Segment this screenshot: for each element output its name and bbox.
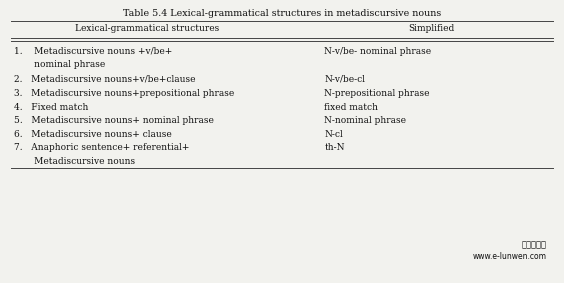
Text: fixed match: fixed match xyxy=(324,103,378,112)
Text: 2.   Metadiscursive nouns+v/be+clause: 2. Metadiscursive nouns+v/be+clause xyxy=(14,75,196,84)
Text: nominal phrase: nominal phrase xyxy=(14,60,105,69)
Text: th-N: th-N xyxy=(324,143,345,152)
Text: 1.    Metadiscursive nouns +v/be+: 1. Metadiscursive nouns +v/be+ xyxy=(14,47,173,56)
Text: N-cl: N-cl xyxy=(324,130,343,139)
Text: Table 5.4 Lexical-grammatical structures in metadiscursive nouns: Table 5.4 Lexical-grammatical structures… xyxy=(123,9,441,18)
Text: N-v/be-cl: N-v/be-cl xyxy=(324,75,365,84)
Text: 6.   Metadiscursive nouns+ clause: 6. Metadiscursive nouns+ clause xyxy=(14,130,172,139)
Text: 3.   Metadiscursive nouns+prepositional phrase: 3. Metadiscursive nouns+prepositional ph… xyxy=(14,89,235,98)
Text: N-nominal phrase: N-nominal phrase xyxy=(324,116,406,125)
Text: Simplified: Simplified xyxy=(408,24,455,33)
Text: N-v/be- nominal phrase: N-v/be- nominal phrase xyxy=(324,47,431,56)
Text: 上海论文网: 上海论文网 xyxy=(522,240,547,249)
Text: Lexical-grammatical structures: Lexical-grammatical structures xyxy=(74,24,219,33)
Text: 5.   Metadiscursive nouns+ nominal phrase: 5. Metadiscursive nouns+ nominal phrase xyxy=(14,116,214,125)
Text: Metadiscursive nouns: Metadiscursive nouns xyxy=(14,157,135,166)
Text: www.e-lunwen.com: www.e-lunwen.com xyxy=(473,252,547,261)
Text: N-prepositional phrase: N-prepositional phrase xyxy=(324,89,430,98)
Text: 4.   Fixed match: 4. Fixed match xyxy=(14,103,89,112)
Text: 7.   Anaphoric sentence+ referential+: 7. Anaphoric sentence+ referential+ xyxy=(14,143,190,152)
